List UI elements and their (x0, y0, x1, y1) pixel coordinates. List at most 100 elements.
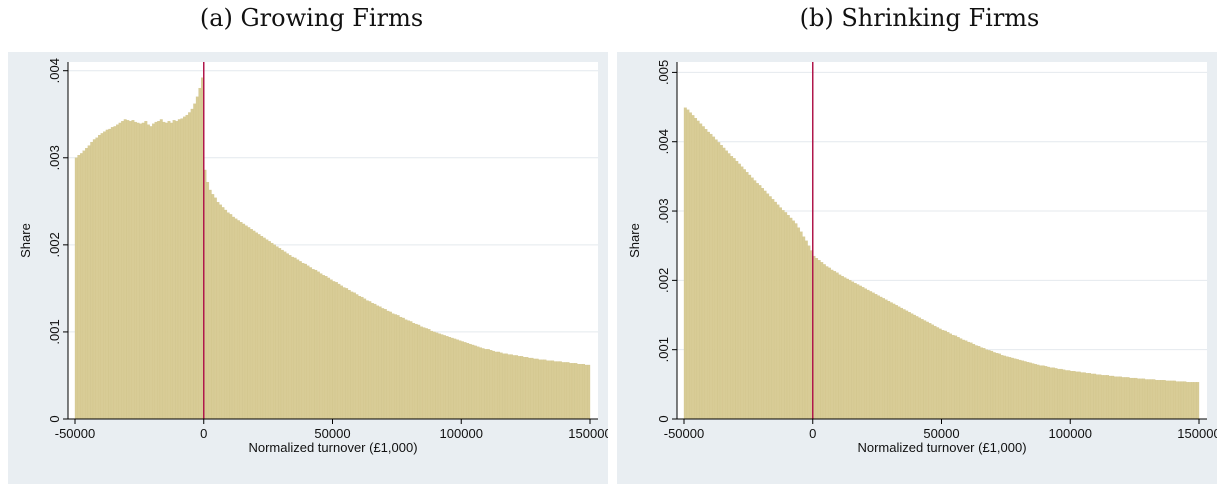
histogram-bar (108, 128, 112, 420)
histogram-bar (489, 350, 493, 420)
histogram-bar (1013, 358, 1017, 420)
histogram-bar (118, 122, 122, 420)
histogram-bar (804, 240, 808, 420)
histogram-bar (422, 327, 426, 420)
histogram-shrinking-firms: 0 .001 .002 .003 .004 .005 -50000 0 50000 100000 1… (617, 52, 1221, 484)
histogram-bar (95, 137, 99, 420)
histogram-bar (453, 338, 457, 420)
x-axis-title: Normalized turnover (£1,000) (857, 440, 1026, 455)
histogram-bar (584, 364, 588, 420)
histogram-bar (1121, 377, 1125, 420)
histogram-bar (136, 122, 140, 420)
histogram-bar (206, 182, 210, 420)
histogram-bar (291, 256, 295, 420)
chart-panel-growing-firms: 0 .001 .002 .003 .004 -50000 0 50000 100000 15000… (8, 52, 612, 484)
histogram-bar (332, 281, 336, 420)
histogram-bar (345, 288, 349, 420)
histogram-bar (709, 133, 713, 420)
histogram-bar (1039, 365, 1043, 420)
histogram-bar (314, 269, 318, 420)
histogram-bar (869, 291, 873, 420)
histogram-bar (370, 303, 374, 420)
histogram-bar (154, 121, 158, 420)
histogram-bar (1119, 376, 1122, 420)
histogram-bar (887, 301, 891, 420)
histogram-bar (990, 350, 994, 420)
histogram-bar (213, 197, 217, 420)
histogram-bar (907, 312, 911, 420)
histogram-bar (1085, 373, 1089, 420)
histogram-bar (1178, 381, 1182, 420)
histogram-bar (866, 289, 870, 420)
histogram-bar (938, 328, 942, 420)
histogram-bar (683, 107, 687, 420)
histogram-bar (1036, 364, 1040, 420)
histogram-bar (843, 277, 847, 420)
histogram-bar (427, 329, 431, 420)
histogram-bar (288, 255, 292, 420)
histogram-bar (363, 298, 367, 420)
histogram-bar (239, 222, 243, 420)
histogram-bar (347, 289, 351, 420)
histogram-bar (275, 246, 279, 420)
histogram-bar (419, 326, 423, 420)
histogram-bar (553, 361, 557, 420)
histogram-bar (262, 237, 266, 420)
histogram-bar (766, 193, 770, 420)
histogram-bar (1041, 365, 1045, 420)
histogram-bar (77, 155, 81, 420)
histogram-bar (185, 114, 189, 420)
y-axis-title: Share (627, 223, 642, 258)
y-tick-label: .005 (656, 60, 671, 85)
histogram-bar (394, 314, 398, 420)
histogram-bar (1090, 373, 1094, 420)
histogram-bar (358, 296, 361, 420)
histogram-bar (1100, 375, 1104, 420)
histogram-bar (193, 103, 197, 420)
histogram-bar (311, 269, 315, 420)
x-tick-label: -50000 (55, 426, 95, 441)
histogram-bar (985, 349, 988, 420)
histogram-bar (190, 108, 194, 420)
histogram-bar (696, 120, 700, 420)
histogram-bar (961, 339, 965, 420)
histogram-bar (530, 357, 534, 420)
histogram-bar (967, 341, 970, 420)
histogram-bar (1052, 367, 1055, 420)
histogram-bar (825, 266, 829, 420)
histogram-bar (1188, 382, 1192, 420)
histogram-bar (352, 292, 356, 420)
histogram-bar (157, 121, 161, 420)
histogram-bar (540, 359, 544, 420)
histogram-bar (853, 282, 857, 420)
histogram-bar (848, 280, 852, 420)
histogram-bar (1108, 375, 1112, 420)
histogram-bar (234, 218, 238, 420)
histogram-bar (167, 121, 171, 420)
histogram-bar (815, 258, 819, 420)
histogram-bar (455, 339, 459, 420)
histogram-bar (188, 112, 192, 420)
histogram-bar (74, 157, 78, 420)
histogram-bar (556, 361, 560, 420)
histogram-bar (244, 225, 248, 420)
histogram-bar (735, 160, 739, 420)
histogram-bar (1008, 357, 1012, 420)
histogram-bar (510, 354, 513, 420)
histogram-bar (566, 362, 570, 420)
histogram-bar (221, 207, 225, 420)
histogram-bar (1160, 380, 1164, 420)
x-tick-label: 150000 (568, 426, 608, 441)
histogram-bar (1103, 375, 1107, 420)
histogram-bar (745, 172, 749, 420)
histogram-bar (396, 315, 400, 420)
histogram-bar (152, 123, 155, 420)
histogram-bar (100, 133, 104, 420)
histogram-bar (979, 347, 983, 420)
histogram-bar (92, 139, 96, 420)
histogram-bar (265, 239, 269, 420)
histogram-bar (969, 342, 973, 420)
histogram-bar (131, 120, 135, 420)
histogram-bar (918, 317, 922, 420)
histogram-bar (399, 316, 403, 420)
